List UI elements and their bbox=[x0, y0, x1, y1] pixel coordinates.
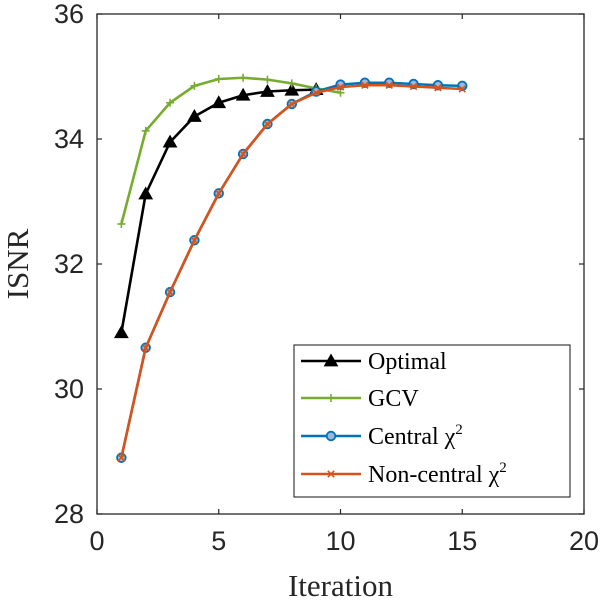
data-point bbox=[287, 79, 296, 88]
data-point bbox=[239, 73, 248, 82]
y-tick-label: 32 bbox=[54, 249, 84, 279]
data-point bbox=[284, 82, 300, 96]
legend-entry: Non-central χ2 bbox=[301, 460, 507, 488]
x-axis-label: Iteration bbox=[288, 568, 394, 603]
series-line bbox=[120, 76, 341, 225]
data-point bbox=[141, 343, 150, 352]
data-point bbox=[162, 134, 178, 148]
y-axis-label: ISNR bbox=[0, 228, 35, 299]
legend-label: GCV bbox=[368, 386, 419, 412]
y-tick-label: 30 bbox=[54, 374, 84, 404]
data-point bbox=[312, 88, 320, 97]
legend-entry: Central χ2 bbox=[301, 422, 463, 450]
legend: Optimal GCV Central χ2 Non-central χ2 bbox=[293, 344, 571, 498]
legend-box bbox=[293, 344, 571, 498]
series-3 bbox=[117, 81, 467, 462]
data-point bbox=[117, 220, 126, 228]
data-point bbox=[458, 85, 467, 93]
data-point bbox=[434, 83, 442, 92]
legend-superscript: 2 bbox=[455, 422, 463, 438]
data-point bbox=[263, 75, 272, 84]
data-point bbox=[214, 189, 223, 198]
data-point bbox=[138, 186, 154, 200]
data-point bbox=[263, 120, 272, 128]
x-tick-label: 0 bbox=[89, 526, 104, 556]
legend-marker bbox=[327, 394, 335, 402]
data-point bbox=[260, 83, 275, 97]
x-tick-label: 15 bbox=[447, 526, 477, 556]
legend-entry: Optimal bbox=[301, 349, 447, 375]
y-tick-label: 34 bbox=[54, 124, 84, 154]
legend-label: Non-central χ2 bbox=[368, 460, 507, 488]
x-tick-label: 5 bbox=[211, 526, 226, 556]
data-point bbox=[336, 83, 345, 91]
series-0 bbox=[113, 82, 324, 339]
x-tick-label: 10 bbox=[325, 526, 355, 556]
data-point bbox=[190, 81, 199, 90]
data-point bbox=[235, 87, 251, 101]
data-point bbox=[409, 82, 418, 91]
data-point bbox=[288, 100, 296, 108]
series-layer bbox=[113, 73, 468, 463]
legend-marker bbox=[323, 353, 339, 367]
x-tick-label: 20 bbox=[569, 526, 599, 556]
data-point bbox=[187, 108, 202, 122]
data-point bbox=[166, 98, 175, 107]
data-point bbox=[117, 453, 126, 462]
data-point bbox=[141, 126, 150, 135]
legend-superscript: 2 bbox=[499, 460, 507, 476]
data-point bbox=[239, 150, 247, 158]
data-point bbox=[190, 236, 199, 245]
legend-entry: GCV bbox=[301, 386, 419, 412]
data-point bbox=[113, 325, 129, 339]
axis-ticks: 0 5 10 15 20 28 30 32 34 36 bbox=[54, 0, 599, 556]
legend-marker bbox=[325, 430, 337, 442]
data-point bbox=[211, 95, 227, 109]
y-tick-label: 36 bbox=[54, 0, 84, 29]
legend-label: Central χ2 bbox=[368, 422, 463, 450]
data-point bbox=[336, 88, 345, 97]
data-point bbox=[166, 288, 174, 296]
data-point bbox=[385, 81, 393, 90]
legend-label: Optimal bbox=[368, 349, 447, 375]
y-tick-label: 28 bbox=[54, 499, 84, 529]
data-point bbox=[214, 75, 223, 83]
data-point bbox=[361, 81, 369, 90]
legend-marker bbox=[327, 470, 335, 478]
